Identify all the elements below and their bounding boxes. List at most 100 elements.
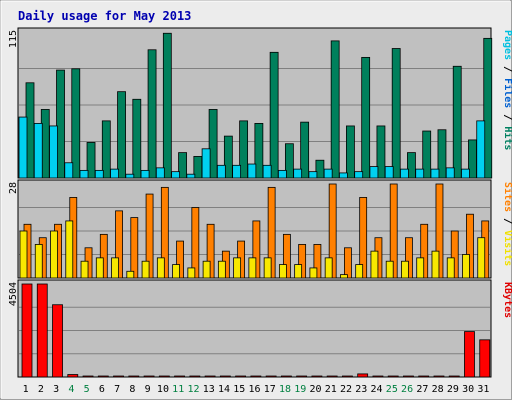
- x-tick-label: 24: [371, 384, 383, 395]
- bar-sites-day-20: [313, 244, 322, 279]
- bar-kbytes-day-27: [418, 375, 430, 378]
- bar-sites-day-22: [344, 247, 352, 279]
- x-tick-label: 8: [129, 384, 135, 395]
- bar-sites-day-21: [328, 183, 337, 279]
- bar-pages-day-21: [323, 168, 333, 179]
- bar-hits-day-28: [437, 129, 447, 179]
- bar-pages-day-13: [201, 148, 211, 179]
- bar-pages-day-16: [247, 163, 257, 179]
- y-max-label: 4504: [8, 282, 19, 306]
- legend-part: Sites: [502, 182, 512, 212]
- bar-visits-day-19: [294, 264, 303, 279]
- bar-kbytes-day-5: [82, 375, 94, 378]
- bar-kbytes-day-22: [342, 375, 353, 378]
- bar-visits-day-25: [385, 260, 394, 279]
- x-tick-label: 27: [416, 384, 428, 395]
- bar-visits-day-23: [355, 264, 364, 279]
- x-tick-label: 1: [23, 384, 29, 395]
- bar-kbytes-day-8: [128, 375, 140, 378]
- bar-visits-day-16: [248, 257, 257, 279]
- bar-hits-day-27: [422, 130, 432, 179]
- bar-sites-day-19: [298, 244, 307, 279]
- bar-visits-day-30: [462, 254, 470, 279]
- bar-kbytes-day-7: [113, 375, 124, 378]
- x-tick-label: 17: [264, 384, 276, 395]
- x-tick-label: 21: [325, 384, 337, 395]
- legend-part: Visits: [502, 230, 512, 266]
- bar-sites-day-23: [359, 197, 368, 279]
- chart-panels: 115 Pages / Files / Hits 28 Sites / Visits 4…: [8, 27, 512, 378]
- bar-hits-day-18: [284, 143, 294, 179]
- bar-visits-day-3: [50, 230, 58, 279]
- bar-sites-day-9: [145, 193, 154, 279]
- x-tick-label: 9: [145, 384, 151, 395]
- bar-visits-day-12: [187, 267, 196, 279]
- bar-kbytes-day-1: [21, 283, 33, 378]
- legend-part: /: [502, 60, 512, 78]
- bar-pages-day-8: [125, 173, 135, 179]
- bar-kbytes-day-10: [158, 375, 170, 378]
- bar-visits-day-18: [278, 264, 287, 279]
- x-tick-label: 6: [99, 384, 105, 395]
- bar-pages-day-30: [461, 168, 470, 179]
- x-tick-label: 23: [355, 384, 367, 395]
- x-tick-label: 14: [218, 384, 230, 395]
- bar-visits-day-22: [340, 274, 348, 279]
- bar-kbytes-day-2: [36, 283, 48, 378]
- bar-hits-day-22: [346, 125, 355, 179]
- x-tick-label: 12: [187, 384, 199, 395]
- bar-hits-day-23: [361, 56, 371, 179]
- bar-hits-day-7: [117, 91, 126, 179]
- bar-visits-day-6: [95, 257, 104, 279]
- bar-visits-day-4: [65, 220, 74, 279]
- bar-visits-day-26: [401, 260, 409, 279]
- bar-pages-day-11: [171, 171, 180, 179]
- bar-visits-day-13: [202, 260, 211, 279]
- bar-pages-day-18: [277, 169, 287, 179]
- x-tick-label: 18: [279, 384, 291, 395]
- bar-kbytes-day-31: [479, 339, 491, 378]
- x-tick-label: 13: [203, 384, 215, 395]
- bar-visits-day-2: [34, 244, 43, 279]
- bar-sites-day-28: [435, 183, 444, 279]
- bar-hits-day-16: [254, 123, 264, 179]
- bar-hits-day-19: [300, 121, 310, 179]
- bar-hits-day-6: [101, 120, 111, 179]
- bar-visits-day-17: [263, 257, 272, 279]
- bar-kbytes-day-30: [464, 331, 475, 378]
- bar-pages-day-24: [369, 166, 379, 179]
- bar-pages-day-31: [476, 120, 486, 179]
- x-tick-label: 31: [477, 384, 489, 395]
- x-tick-label: 28: [432, 384, 444, 395]
- bar-kbytes-day-23: [357, 373, 369, 378]
- bar-kbytes-day-28: [433, 375, 445, 378]
- x-tick-label: 3: [53, 384, 59, 395]
- bar-visits-day-24: [370, 250, 379, 279]
- bar-sites-day-10: [160, 186, 169, 279]
- legend-part: /: [502, 108, 512, 126]
- bar-visits-day-5: [80, 260, 89, 279]
- legend-part: Hits: [502, 126, 512, 150]
- bar-visits-day-28: [431, 250, 440, 279]
- bar-kbytes-day-26: [403, 375, 414, 378]
- bar-kbytes-day-17: [265, 375, 277, 378]
- bar-kbytes-day-16: [250, 375, 262, 378]
- bar-pages-day-19: [293, 168, 303, 179]
- x-tick-label: 7: [114, 384, 120, 395]
- x-tick-label: 11: [172, 384, 184, 395]
- bar-sites-day-7: [115, 210, 123, 279]
- x-tick-label: 30: [462, 384, 474, 395]
- bar-sites-day-6: [99, 233, 108, 279]
- bar-hits-day-8: [132, 98, 142, 179]
- bar-hits-day-13: [208, 109, 218, 179]
- bar-pages-day-2: [33, 123, 43, 179]
- bar-sites-day-25: [389, 183, 398, 279]
- bar-sites-day-16: [252, 220, 261, 279]
- bar-pages-day-14: [216, 164, 226, 179]
- bar-hits-day-25: [391, 48, 401, 179]
- bar-hits-day-10: [162, 32, 172, 179]
- bar-kbytes-day-9: [143, 375, 155, 378]
- bar-sites-day-18: [282, 233, 291, 279]
- bar-pages-day-26: [400, 168, 409, 179]
